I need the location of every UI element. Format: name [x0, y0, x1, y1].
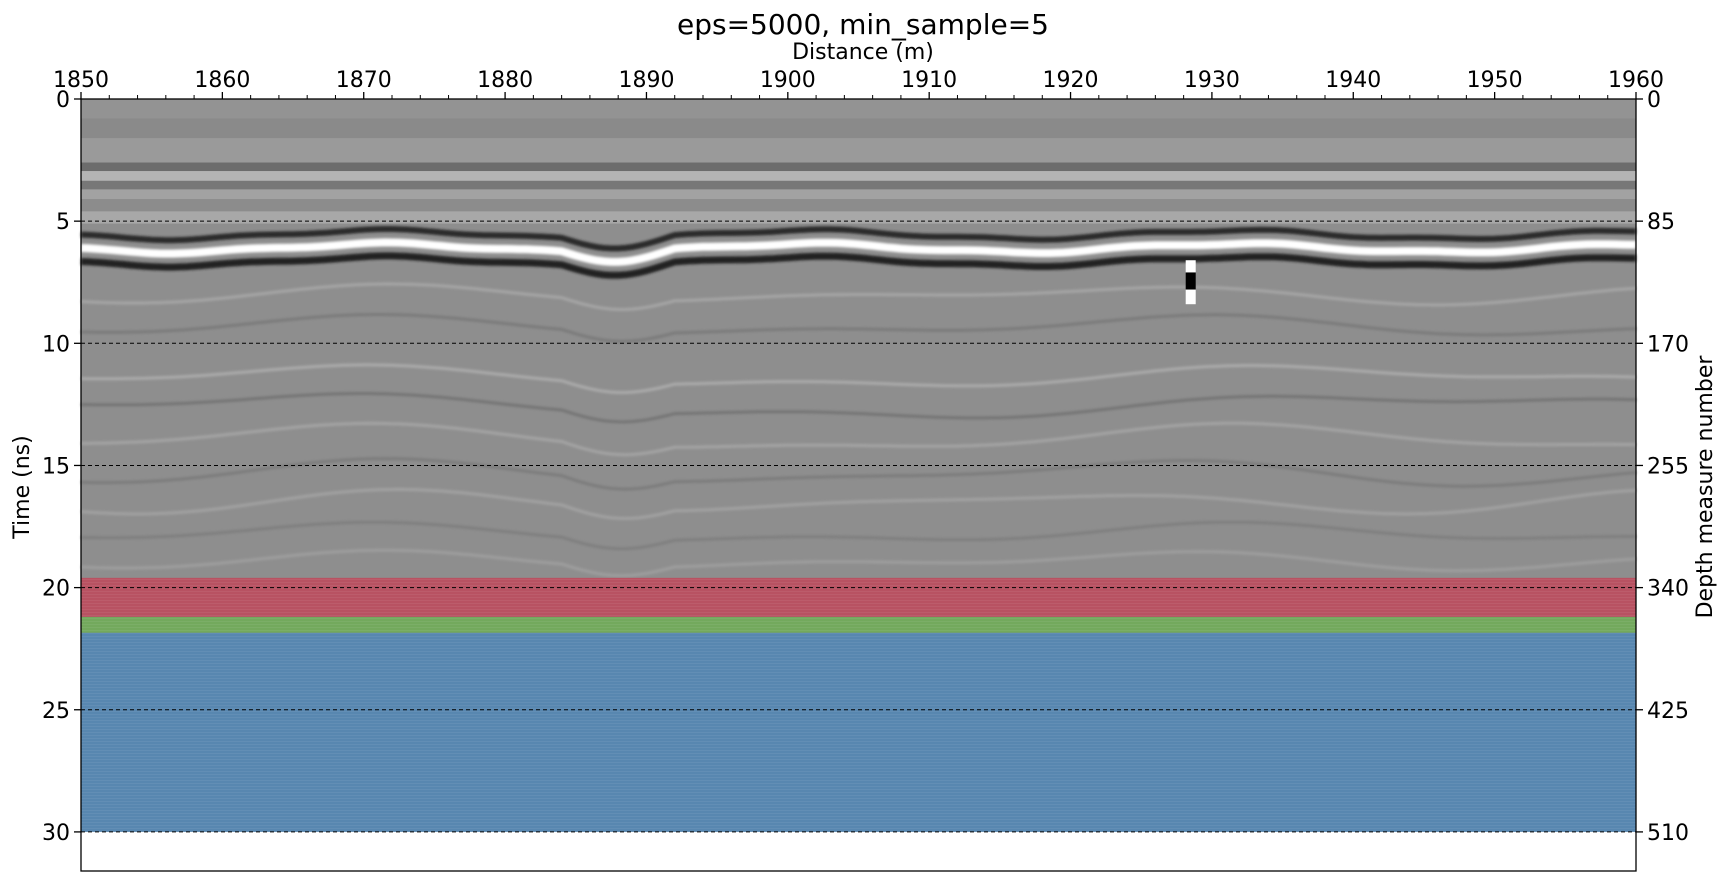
- x-tick-label: 1960: [1608, 68, 1664, 93]
- x-tick-label: 1920: [1043, 68, 1099, 93]
- subsurface-layer: [80, 457, 1637, 491]
- right-tick-label: 0: [1647, 88, 1661, 113]
- surface-reflection-dark-bottom: [80, 252, 1637, 279]
- x-tick-label: 1910: [901, 68, 957, 93]
- chart-title: eps=5000, min_sample=5: [677, 8, 1049, 41]
- y-tick-label: 10: [42, 332, 70, 357]
- point-reflector: [1185, 272, 1196, 290]
- cluster-band-texture: [81, 616, 1636, 633]
- right-ticks: 0 85 170 255 340 425 510: [1636, 88, 1689, 846]
- radargram-band: [81, 138, 1636, 163]
- x-tick-label: 1950: [1467, 68, 1523, 93]
- cluster-band-texture: [81, 577, 1636, 617]
- point-reflector-top: [1185, 260, 1196, 273]
- y-tick-label: 15: [42, 454, 70, 479]
- radargram-band: [81, 171, 1636, 181]
- x-tick-label: 1880: [477, 68, 533, 93]
- subsurface-layer: [80, 487, 1637, 521]
- right-tick-label: 170: [1647, 332, 1689, 357]
- y-tick-label: 0: [56, 88, 70, 113]
- right-axis-label: Depth measure number: [1693, 355, 1718, 619]
- subsurface-layer: [80, 282, 1637, 311]
- cluster-bands: [81, 577, 1636, 832]
- y-tick-label: 25: [42, 699, 70, 724]
- right-tick-label: 85: [1647, 210, 1675, 235]
- right-tick-label: 340: [1647, 577, 1689, 602]
- radargram-band: [81, 99, 1636, 119]
- radargram-band: [81, 180, 1636, 190]
- x-tick-label: 1870: [336, 68, 392, 93]
- gridlines: [81, 220, 1636, 833]
- surface-reflection: [80, 238, 1637, 266]
- x-tick-label: 1900: [760, 68, 816, 93]
- point-reflector-bottom: [1185, 289, 1196, 305]
- right-tick-label: 510: [1647, 821, 1689, 846]
- radargram-band: [81, 162, 1636, 172]
- x-axis-label: Distance (m): [792, 40, 934, 65]
- subsurface-layer: [80, 363, 1637, 394]
- subsurface-layer: [80, 548, 1637, 578]
- x-tick-label: 1860: [194, 68, 250, 93]
- radargram-band: [81, 211, 1636, 224]
- x-tick-label: 1940: [1325, 68, 1381, 93]
- y-tick-label: 5: [56, 210, 70, 235]
- y-tick-label: 20: [42, 577, 70, 602]
- x-tick-label: 1930: [1184, 68, 1240, 93]
- radargram-band: [81, 189, 1636, 200]
- y-ticks: 0 5 10 15 20 25 30: [42, 88, 81, 846]
- plot-frame: [80, 98, 1637, 872]
- cluster-band-texture: [81, 632, 1636, 832]
- y-tick-label: 30: [42, 821, 70, 846]
- radargram-band: [81, 118, 1636, 139]
- right-tick-label: 425: [1647, 699, 1689, 724]
- subsurface-layer: [81, 392, 1637, 424]
- subsurface-layer: [81, 421, 1637, 457]
- radargram-band: [81, 199, 1636, 212]
- surface-reflection-dark-top: [80, 226, 1637, 252]
- x-ticks: 1850 1860 1870 1880 1890 1900 1910 1920 1930 1940…: [53, 68, 1664, 99]
- x-tick-label: 1850: [53, 68, 109, 93]
- subsurface-layer: [80, 313, 1637, 343]
- right-tick-label: 255: [1647, 454, 1689, 479]
- x-tick-label: 1890: [618, 68, 674, 93]
- y-axis-label: Time (ns): [10, 435, 35, 539]
- subsurface-layer: [80, 520, 1637, 551]
